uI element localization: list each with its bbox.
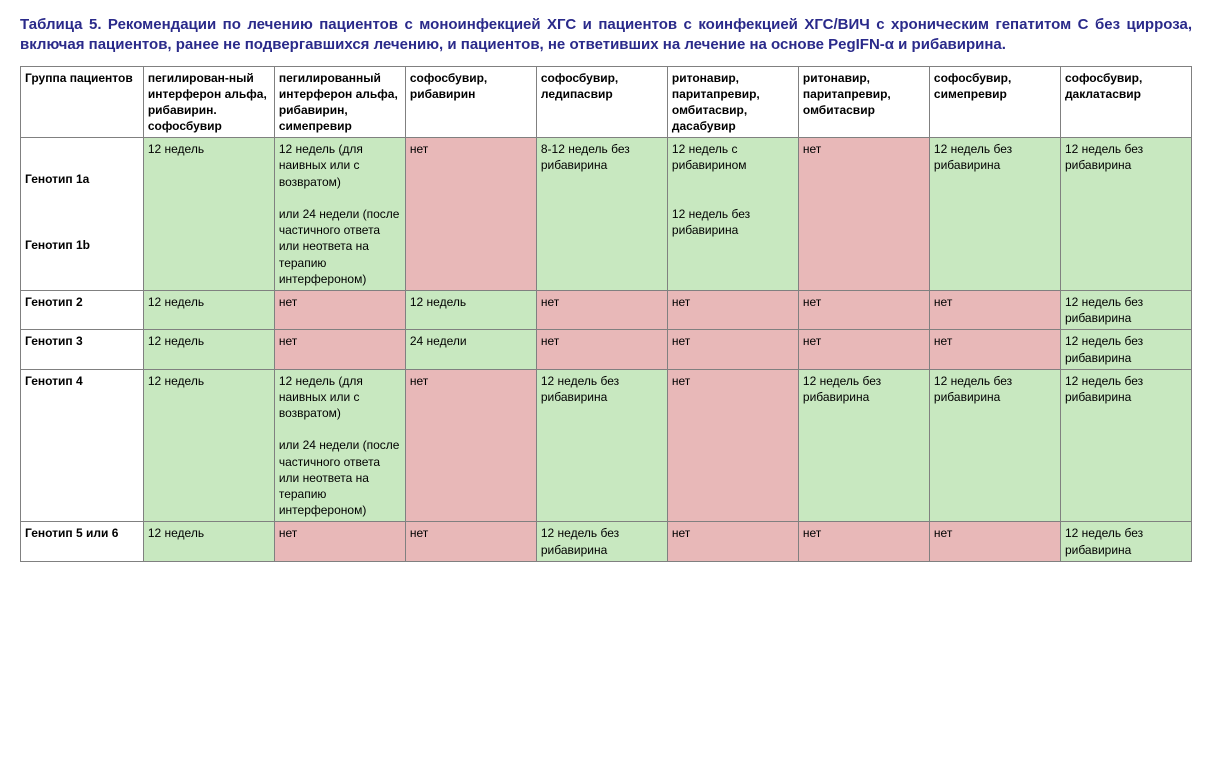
- r5c8: 12 недель без рибавирина: [1060, 522, 1191, 561]
- r1c2: 12 недель (для наивных или с возвратом) …: [274, 138, 405, 291]
- r4c6: 12 недель без рибавирина: [798, 369, 929, 522]
- row-label-1b: Генотип 1b: [25, 237, 139, 253]
- r3c3: 24 недели: [405, 330, 536, 369]
- r1c8: 12 недель без рибавирина: [1060, 138, 1191, 291]
- row-genotype-2: Генотип 2 12 недель нет 12 недель нет не…: [21, 290, 1192, 329]
- r4c3: нет: [405, 369, 536, 522]
- row-label-2: Генотип 2: [21, 290, 144, 329]
- r2c7: нет: [929, 290, 1060, 329]
- r4c2: 12 недель (для наивных или с возвратом) …: [274, 369, 405, 522]
- r4c4: 12 недель без рибавирина: [536, 369, 667, 522]
- r2c5: нет: [667, 290, 798, 329]
- hdr-c2: пегилированный интерферон альфа, рибавир…: [274, 66, 405, 138]
- r5c5: нет: [667, 522, 798, 561]
- r5c6: нет: [798, 522, 929, 561]
- r4c8: 12 недель без рибавирина: [1060, 369, 1191, 522]
- row-label-1: Генотип 1a Генотип 1b: [21, 138, 144, 291]
- hdr-c6: ритонавир, паритапревир, омбитасвир: [798, 66, 929, 138]
- r1c7: 12 недель без рибавирина: [929, 138, 1060, 291]
- row-label-5: Генотип 5 или 6: [21, 522, 144, 561]
- treatment-table: Группа пациентов пегилирован-ный интерфе…: [20, 66, 1192, 562]
- header-row: Группа пациентов пегилирован-ный интерфе…: [21, 66, 1192, 138]
- r3c4: нет: [536, 330, 667, 369]
- row-label-4: Генотип 4: [21, 369, 144, 522]
- row-genotype-1: Генотип 1a Генотип 1b 12 недель 12 недел…: [21, 138, 1192, 291]
- r2c1: 12 недель: [143, 290, 274, 329]
- r1c3: нет: [405, 138, 536, 291]
- r3c6: нет: [798, 330, 929, 369]
- r3c1: 12 недель: [143, 330, 274, 369]
- r5c2: нет: [274, 522, 405, 561]
- r2c8: 12 недель без рибавирина: [1060, 290, 1191, 329]
- r5c4: 12 недель без рибавирина: [536, 522, 667, 561]
- r2c6: нет: [798, 290, 929, 329]
- row-genotype-3: Генотип 3 12 недель нет 24 недели нет не…: [21, 330, 1192, 369]
- table-title: Таблица 5. Рекомендации по лечению пацие…: [20, 15, 1192, 56]
- r1c6: нет: [798, 138, 929, 291]
- r5c3: нет: [405, 522, 536, 561]
- row-label-3: Генотип 3: [21, 330, 144, 369]
- row-genotype-4: Генотип 4 12 недель 12 недель (для наивн…: [21, 369, 1192, 522]
- r1c4: 8-12 недель без рибавирина: [536, 138, 667, 291]
- r5c1: 12 недель: [143, 522, 274, 561]
- r4c1: 12 недель: [143, 369, 274, 522]
- r5c7: нет: [929, 522, 1060, 561]
- r3c5: нет: [667, 330, 798, 369]
- r2c4: нет: [536, 290, 667, 329]
- r1c1: 12 недель: [143, 138, 274, 291]
- hdr-c4: софосбувир, ледипасвир: [536, 66, 667, 138]
- r3c8: 12 недель без рибавирина: [1060, 330, 1191, 369]
- r3c2: нет: [274, 330, 405, 369]
- r2c2: нет: [274, 290, 405, 329]
- row-genotype-5-6: Генотип 5 или 6 12 недель нет нет 12 нед…: [21, 522, 1192, 561]
- hdr-c8: софосбувир, даклатасвир: [1060, 66, 1191, 138]
- r4c5: нет: [667, 369, 798, 522]
- r3c7: нет: [929, 330, 1060, 369]
- r2c3: 12 недель: [405, 290, 536, 329]
- hdr-c5: ритонавир, паритапревир, омбитасвир, дас…: [667, 66, 798, 138]
- r1c5: 12 недель с рибавирином 12 недель без ри…: [667, 138, 798, 291]
- hdr-c3: софосбувир, рибавирин: [405, 66, 536, 138]
- hdr-group: Группа пациентов: [21, 66, 144, 138]
- hdr-c1: пегилирован-ный интерферон альфа, рибави…: [143, 66, 274, 138]
- hdr-c7: софосбувир, симепревир: [929, 66, 1060, 138]
- r4c7: 12 недель без рибавирина: [929, 369, 1060, 522]
- row-label-1a: Генотип 1a: [25, 171, 139, 187]
